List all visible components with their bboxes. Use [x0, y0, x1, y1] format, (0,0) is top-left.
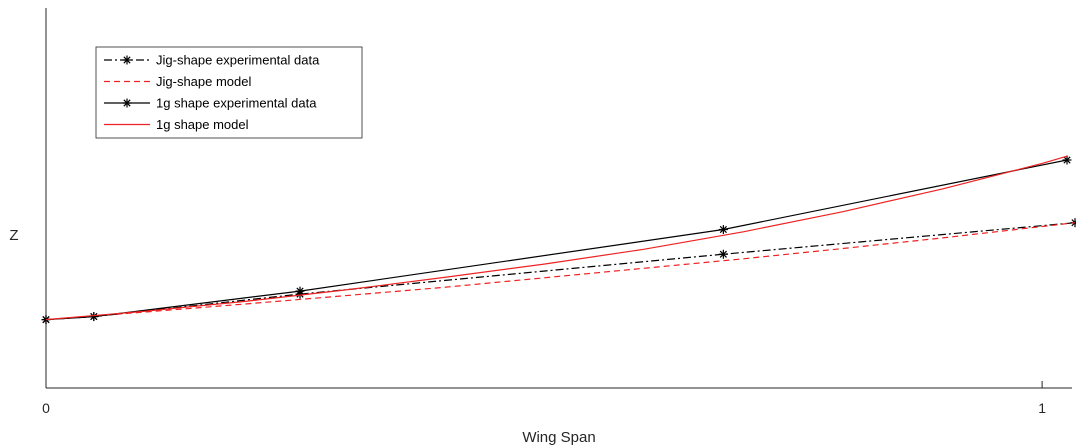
- series-3: [41, 155, 1072, 325]
- legend-label: Jig-shape model: [156, 74, 251, 89]
- legend-item: 1g shape model: [104, 117, 249, 132]
- series-line: [45, 222, 1076, 321]
- series-4: [45, 155, 1068, 321]
- y-axis-label: Z: [9, 227, 18, 244]
- data-point-marker: [718, 249, 728, 259]
- data-point-marker: [718, 225, 728, 235]
- data-point-marker: [122, 98, 132, 108]
- series-2: [45, 222, 1076, 321]
- legend-label: 1g shape model: [156, 117, 249, 132]
- legend-label: Jig-shape experimental data: [156, 53, 320, 68]
- x-axis-label: Wing Span: [522, 429, 595, 446]
- axes: [45, 8, 1072, 389]
- x-tick-label: 1: [1038, 400, 1046, 416]
- series-line: [45, 222, 1076, 321]
- x-tick-label: 0: [42, 400, 50, 416]
- legend-item: 1g shape experimental data: [104, 96, 317, 111]
- legend-item: Jig-shape model: [104, 74, 251, 89]
- data-point-marker: [295, 286, 305, 296]
- legend-label: 1g shape experimental data: [156, 96, 317, 111]
- data-point-marker: [1062, 155, 1072, 165]
- series-layer: [41, 155, 1076, 325]
- data-point-marker: [89, 312, 99, 322]
- legend: Jig-shape experimental data Jig-shape mod…: [95, 46, 363, 139]
- legend-box: [95, 46, 363, 139]
- series-line: [45, 159, 1068, 321]
- series-line: [45, 155, 1068, 321]
- data-point-marker: [122, 55, 132, 65]
- legend-item: Jig-shape experimental data: [104, 53, 320, 68]
